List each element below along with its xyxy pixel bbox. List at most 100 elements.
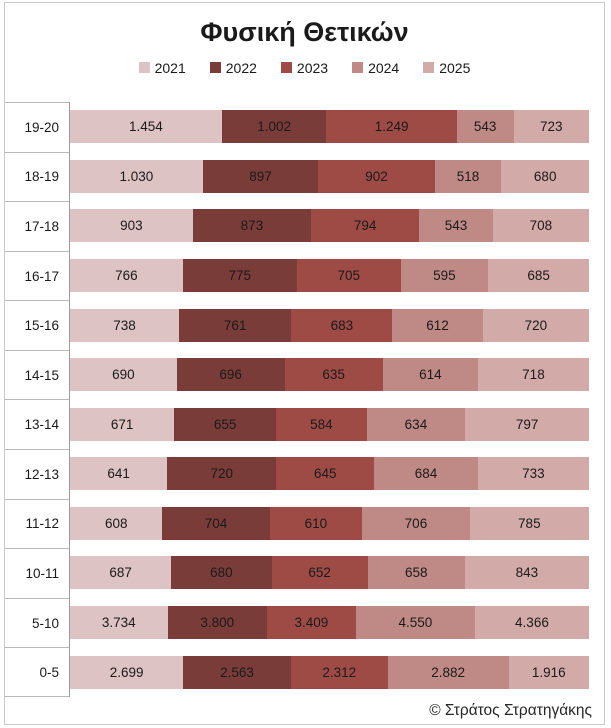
bar-segment-2021: 738 xyxy=(70,308,179,342)
bar-segment-2025: 718 xyxy=(477,358,590,392)
segment-value-label: 687 xyxy=(109,565,132,581)
bar-segment-2024: 634 xyxy=(366,407,466,441)
bar-row: 11-12 608 704 610 706 785 xyxy=(5,498,604,549)
bar-track: 687 680 652 658 843 xyxy=(69,548,604,598)
bar-segment-2023: 2.312 xyxy=(290,655,388,689)
segment-value-label: 902 xyxy=(365,168,388,184)
legend: 2021 2022 2023 2024 2025 xyxy=(5,59,604,76)
segment-value-label: 671 xyxy=(110,416,134,432)
bar-segment-2021: 608 xyxy=(70,506,163,540)
category-label: 11-12 xyxy=(5,498,69,549)
bar-segment-2025: 685 xyxy=(488,259,589,293)
bar-segment-2022: 704 xyxy=(162,506,270,540)
bar-segment-2025: 708 xyxy=(492,209,589,243)
segment-value-label: 706 xyxy=(404,515,428,531)
bar-segment-2024: 543 xyxy=(419,209,493,243)
bar-segment-2021: 687 xyxy=(70,556,172,590)
segment-value-label: 723 xyxy=(539,119,563,135)
bar-track: 766 775 705 595 685 xyxy=(69,250,604,301)
bar-track: 690 696 635 614 718 xyxy=(69,349,604,400)
bar-row: 16-17 766 775 705 595 685 xyxy=(5,250,604,301)
chart-area: Φυσική Θετικών 2021 2022 2023 2024 2025 19-2… xyxy=(4,2,605,725)
bar-segment-2025: 785 xyxy=(469,506,589,540)
bar-segment-2023: 902 xyxy=(318,159,435,193)
segment-value-label: 683 xyxy=(330,317,354,333)
bar-segment-2023: 584 xyxy=(275,407,367,441)
bar-segment-2022: 775 xyxy=(182,259,297,293)
bar-row: 13-14 671 655 584 634 797 xyxy=(5,399,604,450)
bar-segment-2025: 797 xyxy=(465,407,589,441)
bar-segment-2025: 843 xyxy=(464,556,590,590)
segment-value-label: 3.800 xyxy=(200,615,235,631)
bar-segment-2024: 612 xyxy=(392,308,483,342)
segment-value-label: 680 xyxy=(210,565,233,581)
bar-segment-2024: 706 xyxy=(362,506,470,540)
segment-value-label: 680 xyxy=(533,168,557,184)
segment-value-label: 873 xyxy=(240,218,264,234)
legend-swatch-icon xyxy=(209,62,221,73)
segment-value-label: 797 xyxy=(515,416,539,432)
bar-segment-2025: 4.366 xyxy=(474,606,589,640)
stacked-bar: 903 873 794 543 708 xyxy=(70,209,589,243)
bar-segment-2024: 4.550 xyxy=(355,606,475,640)
bar-segment-2022: 761 xyxy=(179,308,292,342)
legend-label: 2024 xyxy=(368,59,400,76)
segment-value-label: 775 xyxy=(228,268,252,284)
segment-value-label: 1.249 xyxy=(374,119,409,135)
bar-segment-2024: 684 xyxy=(374,457,478,491)
bar-track: 1.454 1.002 1.249 543 723 xyxy=(69,102,604,152)
segment-value-label: 785 xyxy=(518,515,541,531)
bar-segment-2021: 3.734 xyxy=(70,606,168,640)
bar-segment-2025: 720 xyxy=(482,308,589,342)
bar-segment-2021: 1.454 xyxy=(70,110,222,144)
segment-value-label: 690 xyxy=(112,367,135,383)
category-label: 17-18 xyxy=(5,201,69,251)
segment-value-label: 652 xyxy=(308,565,331,581)
bar-segment-2021: 903 xyxy=(70,209,193,243)
segment-value-label: 3.409 xyxy=(294,615,329,631)
stacked-bar: 2.699 2.563 2.312 2.882 1.916 xyxy=(70,655,589,689)
legend-item-2023: 2023 xyxy=(280,59,329,76)
segment-value-label: 584 xyxy=(310,416,333,432)
segment-value-label: 4.366 xyxy=(515,615,549,631)
bar-segment-2022: 720 xyxy=(167,457,277,491)
bar-segment-2023: 645 xyxy=(276,457,375,491)
legend-label: 2021 xyxy=(154,59,186,76)
bar-segment-2021: 671 xyxy=(70,407,175,441)
segment-value-label: 897 xyxy=(249,168,272,184)
bar-segment-2023: 635 xyxy=(284,358,383,392)
segment-value-label: 634 xyxy=(404,416,428,432)
segment-value-label: 612 xyxy=(426,317,449,333)
bar-segment-2021: 641 xyxy=(70,457,168,491)
bar-track: 2.699 2.563 2.312 2.882 1.916 xyxy=(69,647,604,697)
segment-value-label: 635 xyxy=(322,367,345,383)
segment-value-label: 4.550 xyxy=(398,615,433,631)
category-label: 5-10 xyxy=(5,597,69,648)
bar-track: 641 720 645 684 733 xyxy=(69,449,604,499)
legend-label: 2023 xyxy=(296,59,329,76)
segment-value-label: 518 xyxy=(456,168,480,184)
bar-segment-2024: 518 xyxy=(434,159,502,193)
segment-value-label: 595 xyxy=(433,268,456,284)
bar-track: 903 873 794 543 708 xyxy=(69,201,604,251)
bar-segment-2023: 683 xyxy=(291,308,393,342)
bar-row: 15-16 738 761 683 612 720 xyxy=(5,300,604,350)
category-label: 18-19 xyxy=(5,151,69,202)
segment-value-label: 645 xyxy=(313,466,337,482)
bar-segment-2023: 705 xyxy=(296,259,401,293)
category-label: 14-15 xyxy=(5,349,69,400)
bar-segment-2022: 1.002 xyxy=(221,110,327,144)
bar-track: 1.030 897 902 518 680 xyxy=(69,151,604,202)
legend-item-2025: 2025 xyxy=(423,60,470,76)
segment-value-label: 684 xyxy=(414,466,438,482)
segment-value-label: 543 xyxy=(473,119,497,135)
bar-segment-2024: 614 xyxy=(382,358,478,392)
segment-value-label: 2.699 xyxy=(109,664,144,680)
segment-value-label: 614 xyxy=(419,367,442,383)
stacked-bar: 1.030 897 902 518 680 xyxy=(70,159,590,193)
category-label: 0-5 xyxy=(5,647,69,697)
legend-swatch-icon xyxy=(138,62,150,73)
bar-segment-2022: 3.800 xyxy=(167,606,267,640)
bar-row: 0-5 2.699 2.563 2.312 2.882 1.916 xyxy=(5,647,604,697)
category-label: 16-17 xyxy=(5,250,69,301)
